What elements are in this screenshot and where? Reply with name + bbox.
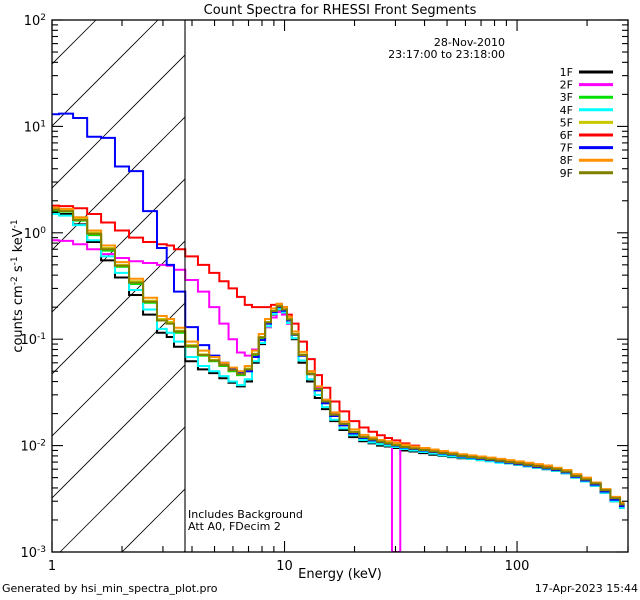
legend-label-9F: 9F xyxy=(560,167,573,180)
x-axis-label: Energy (keV) xyxy=(298,567,382,582)
y-tick-label: 100 xyxy=(24,226,47,242)
attenuator-note: Att A0, FDecim 2 xyxy=(188,520,281,533)
series-line-3F xyxy=(52,209,625,508)
spectra-curves xyxy=(52,112,625,552)
y-tick-label: 102 xyxy=(24,13,46,29)
legend-label-3F: 3F xyxy=(560,91,573,104)
series-line-2F xyxy=(52,239,625,552)
series-line-9F xyxy=(52,208,625,506)
y-tick-label: 101 xyxy=(24,119,46,135)
x-tick-labels: 1 10 100 xyxy=(48,559,530,574)
legend-label-6F: 6F xyxy=(560,129,573,142)
axis-ticks xyxy=(51,19,629,553)
observation-time-range: 23:17:00 to 23:18:00 xyxy=(388,48,505,61)
legend-label-4F: 4F xyxy=(560,104,573,117)
legend-label-2F: 2F xyxy=(560,79,573,92)
y-tick-labels: 10-3 10-2 10-1 100 101 102 xyxy=(20,13,46,561)
x-tick-label: 100 xyxy=(505,559,530,574)
x-tick-label: 10 xyxy=(276,559,293,574)
y-tick-label: 10-2 xyxy=(20,439,46,455)
legend-label-7F: 7F xyxy=(560,142,573,155)
series-line-6F xyxy=(52,204,625,506)
excluded-energy-hatch xyxy=(52,20,185,552)
series-line-8F xyxy=(52,206,625,504)
legend-label-1F: 1F xyxy=(560,66,573,79)
plot-frame xyxy=(51,19,629,553)
y-tick-label: 10-3 xyxy=(20,545,46,561)
y-tick-label: 10-1 xyxy=(20,332,46,348)
legend-label-8F: 8F xyxy=(560,154,573,167)
series-line-5F xyxy=(52,207,625,506)
background-note: Includes Background xyxy=(188,508,303,521)
footer-generator: Generated by hsi_min_spectra_plot.pro xyxy=(2,582,218,595)
x-tick-label: 1 xyxy=(48,559,56,574)
svg-text:counts cm-2 s-1 keV-1: counts cm-2 s-1 keV-1 xyxy=(10,219,26,352)
legend-label-5F: 5F xyxy=(560,116,573,129)
series-line-7F xyxy=(52,112,625,508)
page-title: Count Spectra for RHESSI Front Segments xyxy=(204,3,477,18)
y-axis-label: counts cm-2 s-1 keV-1 xyxy=(10,219,26,352)
footer-timestamp: 17-Apr-2023 15:44 xyxy=(535,582,638,595)
observation-date: 28-Nov-2010 xyxy=(434,36,505,49)
